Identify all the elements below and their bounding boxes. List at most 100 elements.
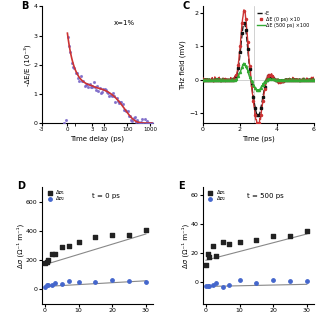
Point: [115, 99, 120, 104]
Point: [93, 235, 98, 240]
Point: [137, 121, 142, 126]
Point: [96, 89, 101, 94]
Point: [112, 93, 117, 98]
Point: [106, 90, 111, 95]
Point: [62, 120, 67, 125]
Point: [135, 117, 140, 122]
Point: [140, 117, 145, 122]
Point: [110, 232, 115, 237]
Point: [72, 66, 77, 71]
Point: [129, 117, 134, 123]
Point: [66, 244, 71, 249]
Point: [116, 100, 122, 106]
Point: [119, 100, 124, 105]
Point: [148, 120, 153, 125]
Point: [92, 84, 97, 90]
Point: [304, 228, 309, 233]
Point: [97, 85, 102, 91]
Point: [93, 279, 98, 284]
Point: [143, 279, 148, 284]
Point: [118, 99, 123, 104]
Point: [107, 94, 112, 99]
Point: [43, 261, 48, 266]
Point: [70, 65, 76, 70]
X-axis label: Time (ps): Time (ps): [242, 135, 275, 141]
Point: [44, 260, 49, 265]
Point: [85, 81, 90, 86]
Point: [108, 93, 113, 98]
Point: [132, 115, 137, 120]
Point: [76, 239, 81, 244]
Point: [131, 115, 136, 120]
Point: [287, 233, 292, 238]
Point: [95, 84, 100, 89]
Y-axis label: THz field (mV): THz field (mV): [180, 40, 187, 90]
Point: [78, 73, 83, 78]
Point: [100, 90, 105, 95]
Point: [109, 93, 114, 98]
Point: [67, 44, 72, 49]
Point: [101, 87, 106, 92]
Point: [59, 245, 64, 250]
Y-axis label: -ΔE/E (10⁻³): -ΔE/E (10⁻³): [23, 44, 31, 85]
Point: [149, 121, 154, 126]
Point: [121, 107, 126, 112]
Point: [144, 119, 149, 124]
Point: [124, 108, 129, 113]
Legend: Δσ₁, Δσ₂: Δσ₁, Δσ₂: [44, 190, 65, 201]
Point: [207, 284, 212, 289]
Point: [133, 119, 139, 124]
Point: [205, 284, 210, 289]
Point: [220, 240, 225, 245]
Point: [66, 279, 71, 284]
Point: [114, 96, 119, 101]
Point: [73, 70, 78, 76]
Point: [138, 119, 143, 124]
Text: E: E: [178, 181, 185, 191]
Point: [227, 282, 232, 287]
Point: [126, 279, 132, 284]
Text: t = 500 ps: t = 500 ps: [247, 193, 284, 199]
Point: [146, 120, 151, 125]
Point: [83, 82, 88, 87]
Point: [207, 254, 212, 259]
Point: [102, 86, 107, 91]
Y-axis label: Δσ (Ω⁻¹ m⁻¹): Δσ (Ω⁻¹ m⁻¹): [182, 224, 189, 268]
Point: [46, 282, 51, 287]
Point: [52, 281, 58, 286]
Point: [254, 237, 259, 243]
Point: [210, 244, 215, 249]
Point: [147, 121, 152, 126]
Point: [126, 113, 131, 118]
Point: [141, 121, 146, 126]
Point: [126, 232, 132, 237]
Text: B: B: [22, 1, 29, 11]
Point: [142, 117, 147, 122]
Point: [87, 82, 92, 87]
Point: [52, 251, 58, 256]
Point: [227, 241, 232, 246]
Text: C: C: [183, 1, 190, 11]
Point: [64, 118, 69, 123]
Point: [76, 279, 81, 284]
Point: [44, 283, 49, 288]
Point: [127, 114, 132, 119]
Point: [46, 257, 51, 262]
Point: [74, 70, 79, 75]
Point: [81, 79, 86, 84]
Legend: E, ΔE (0 ps) ×10, ΔE (500 ps) ×100: E, ΔE (0 ps) ×10, ΔE (500 ps) ×100: [255, 9, 311, 30]
Point: [59, 281, 64, 286]
Point: [98, 91, 103, 96]
Point: [110, 277, 115, 283]
Point: [130, 119, 135, 124]
Point: [204, 262, 209, 267]
Point: [143, 121, 148, 126]
Point: [271, 277, 276, 282]
Point: [43, 285, 48, 290]
Point: [65, 35, 70, 40]
Point: [237, 277, 242, 283]
Point: [69, 60, 74, 65]
Point: [76, 75, 81, 80]
Point: [213, 253, 219, 259]
Point: [287, 278, 292, 283]
